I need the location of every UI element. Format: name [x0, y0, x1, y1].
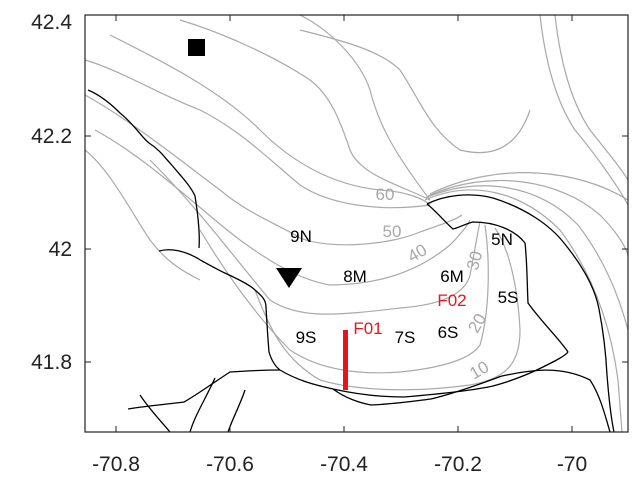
plot-frame: [84, 14, 629, 433]
contour-label-40: 40: [404, 240, 430, 266]
station-8M: 8M: [343, 267, 367, 286]
station-9N: 9N: [290, 227, 312, 246]
coastline: [87, 89, 615, 433]
triangle-marker: [276, 268, 302, 288]
y-tick-label: 41.8: [31, 351, 72, 374]
x-tick-label: -70.6: [206, 453, 254, 476]
axis-ticks: [85, 15, 628, 432]
station-5N: 5N: [491, 230, 513, 249]
y-tick-label: 42.2: [31, 125, 72, 148]
contour-label-10: 10: [466, 357, 492, 383]
y-tick-label: 42: [49, 238, 72, 261]
mooring-F01-label: F01: [353, 319, 382, 338]
mooring-F01-line: [343, 330, 348, 390]
x-tick-label: -70.4: [320, 453, 368, 476]
station-7S: 7S: [395, 328, 416, 347]
station-9S: 9S: [296, 328, 317, 347]
station-6S: 6S: [438, 323, 459, 342]
station-5S: 5S: [498, 288, 519, 307]
contour-label-30: 30: [463, 249, 486, 272]
station-6M: 6M: [440, 267, 464, 286]
mooring-F02-label: F02: [437, 291, 466, 310]
x-tick-label: -70: [557, 453, 587, 476]
x-tick-label: -70.8: [92, 453, 140, 476]
contour-label-50: 50: [383, 222, 402, 241]
square-marker: [188, 39, 205, 56]
x-tick-label: -70.2: [434, 453, 482, 476]
bathymetry-contours: [84, 14, 629, 433]
y-tick-label: 42.4: [31, 11, 72, 34]
contour-label-60: 60: [376, 185, 395, 204]
